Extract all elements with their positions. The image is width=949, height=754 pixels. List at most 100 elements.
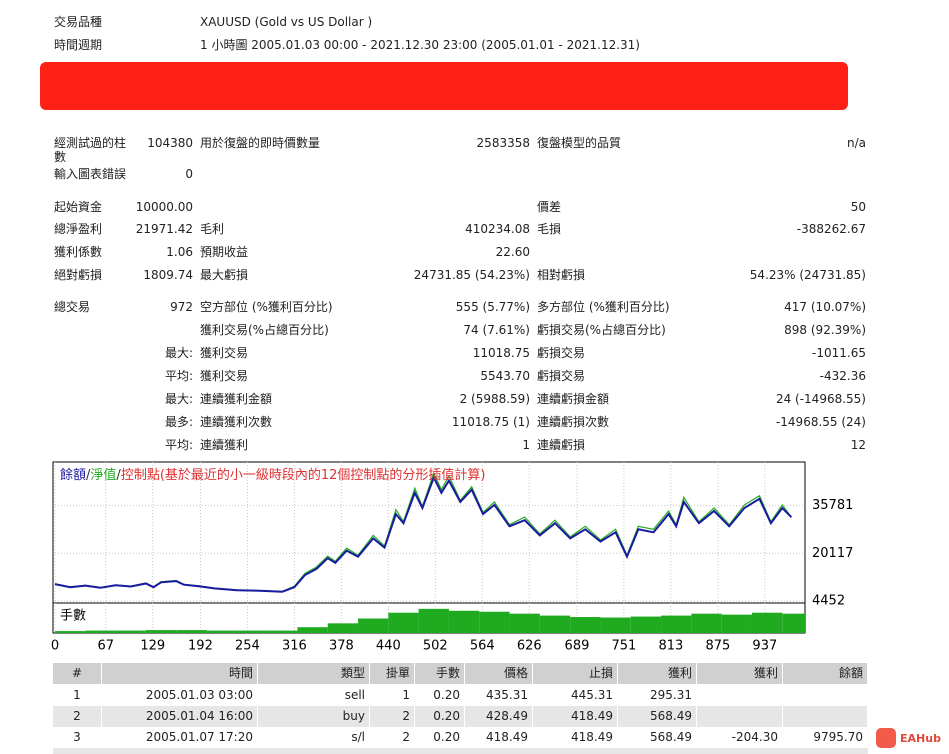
stat-label: 最大虧損 xyxy=(200,268,249,282)
stat-value: n/a xyxy=(846,136,866,150)
table-cell: 2 xyxy=(370,727,414,748)
stat-value: 104380 xyxy=(147,136,193,150)
stat-value: 410234.08 xyxy=(465,222,530,236)
x-tick-label: 937 xyxy=(752,639,777,654)
stat-value: 2 (5988.59) xyxy=(459,392,530,406)
table-cell: 568.49 xyxy=(618,727,696,748)
stat-label: 毛利 xyxy=(200,222,225,236)
stat-value: 22.60 xyxy=(495,245,530,259)
table-row-stub xyxy=(53,748,868,754)
x-tick-label: 751 xyxy=(612,639,637,654)
stat-label: 輸入圖表錯誤 xyxy=(54,167,127,181)
stat-value: 417 (10.07%) xyxy=(784,300,866,314)
stat-label: 連續獲利 xyxy=(200,438,249,452)
lots-bar xyxy=(539,615,571,633)
stat-value: 972 xyxy=(170,300,193,314)
table-cell: buy xyxy=(258,706,369,727)
x-tick-label: 378 xyxy=(329,639,354,654)
stat-label: 相對虧損 xyxy=(537,268,586,282)
stat-label: 價差 xyxy=(537,200,562,214)
table-header: # xyxy=(53,663,101,684)
table-cell: 418.49 xyxy=(533,727,617,748)
stat-label: 復盤模型的品質 xyxy=(537,136,622,150)
watermark: EAHub xyxy=(900,732,941,745)
lots-bar xyxy=(721,614,752,633)
stat-value: 0 xyxy=(185,167,193,181)
stat-label: 連續獲利金額 xyxy=(200,392,273,406)
lots-bar xyxy=(176,630,207,633)
stat-value: 74 (7.61%) xyxy=(463,323,530,337)
table-cell: -204.30 xyxy=(697,727,782,748)
stat-value: 12 xyxy=(850,438,866,452)
table-cell-empty xyxy=(697,706,782,727)
stat-value: -1011.65 xyxy=(812,346,866,360)
lots-bar xyxy=(448,610,480,633)
lots-bar xyxy=(115,630,146,633)
x-tick-label: 316 xyxy=(282,639,307,654)
lots-bar xyxy=(630,616,662,633)
lots-bar xyxy=(509,613,540,633)
table-cell: 9795.70 xyxy=(783,727,867,748)
table-header: 止損 xyxy=(533,663,617,684)
lots-bar xyxy=(479,611,510,633)
info-value: XAUUSD (Gold vs US Dollar ) xyxy=(200,15,373,29)
stat-value: 1809.74 xyxy=(143,268,193,282)
legend-entry: 餘額 xyxy=(60,467,86,483)
x-tick-label: 626 xyxy=(517,639,542,654)
table-cell: 445.31 xyxy=(533,685,617,706)
lots-bar xyxy=(782,613,805,633)
table-cell: 435.31 xyxy=(465,685,532,706)
table-cell-empty xyxy=(783,706,867,727)
stat-label: 獲利係數 xyxy=(54,245,103,259)
lots-bar xyxy=(85,630,116,633)
table-cell: s/l xyxy=(258,727,369,748)
stat-value: 54.23% (24731.85) xyxy=(749,268,866,282)
info-value: 1 小時圖 2005.01.03 00:00 - 2021.12.30 23:0… xyxy=(200,38,640,52)
stat-value: 11018.75 xyxy=(472,346,530,360)
stat-label: 用於復盤的即時價數量 xyxy=(200,136,321,150)
lots-bar xyxy=(297,627,328,633)
stat-label: 毛損 xyxy=(537,222,562,236)
x-tick-label: 129 xyxy=(140,639,165,654)
stat-value: 555 (5.77%) xyxy=(455,300,530,314)
info-label: 交易品種 xyxy=(54,15,103,29)
legend: 餘額/淨值/控制點(基於最近的小一級時段內的12個控制點的分形插值計算) xyxy=(60,467,486,483)
table-header: 時間 xyxy=(102,663,257,684)
stat-value: -432.36 xyxy=(819,369,866,383)
x-tick-label: 875 xyxy=(705,639,730,654)
stat-value: 最大: xyxy=(164,392,193,406)
x-tick-label: 67 xyxy=(97,639,114,654)
stat-label: 連續虧損次數 xyxy=(537,415,610,429)
lots-label: 手數 xyxy=(60,609,86,624)
table-cell-empty xyxy=(697,685,782,706)
lots-bar xyxy=(236,630,268,633)
lots-bar xyxy=(267,630,298,633)
stat-label: 總交易 xyxy=(54,300,91,314)
stat-label: 虧損交易 xyxy=(537,369,586,383)
redaction-bar xyxy=(40,62,848,110)
lots-bar xyxy=(145,630,177,633)
stat-label: 預期收益 xyxy=(200,245,249,259)
lots-bar xyxy=(327,623,359,633)
stat-label: 虧損交易(%占總百分比) xyxy=(537,323,666,337)
stat-value: 1 xyxy=(522,438,530,452)
stat-label: 絕對虧損 xyxy=(54,268,103,282)
x-tick-label: 813 xyxy=(658,639,683,654)
x-tick-label: 564 xyxy=(470,639,495,654)
table-header: 獲利 xyxy=(618,663,696,684)
stat-value: 最大: xyxy=(164,346,193,360)
y-tick-label: 4452 xyxy=(812,594,845,609)
stat-value: 50 xyxy=(850,200,866,214)
table-header: 餘額 xyxy=(783,663,867,684)
stat-label: 多方部位 (%獲利百分比) xyxy=(537,300,670,314)
lots-bar xyxy=(661,615,692,633)
stat-label: 空方部位 (%獲利百分比) xyxy=(200,300,333,314)
table-cell: 0.20 xyxy=(415,685,464,706)
table-cell: 418.49 xyxy=(533,706,617,727)
table-cell-empty xyxy=(783,685,867,706)
lots-bar xyxy=(570,617,601,633)
table-cell: 1 xyxy=(53,685,101,706)
x-tick-label: 440 xyxy=(376,639,401,654)
lots-bar xyxy=(358,618,389,633)
